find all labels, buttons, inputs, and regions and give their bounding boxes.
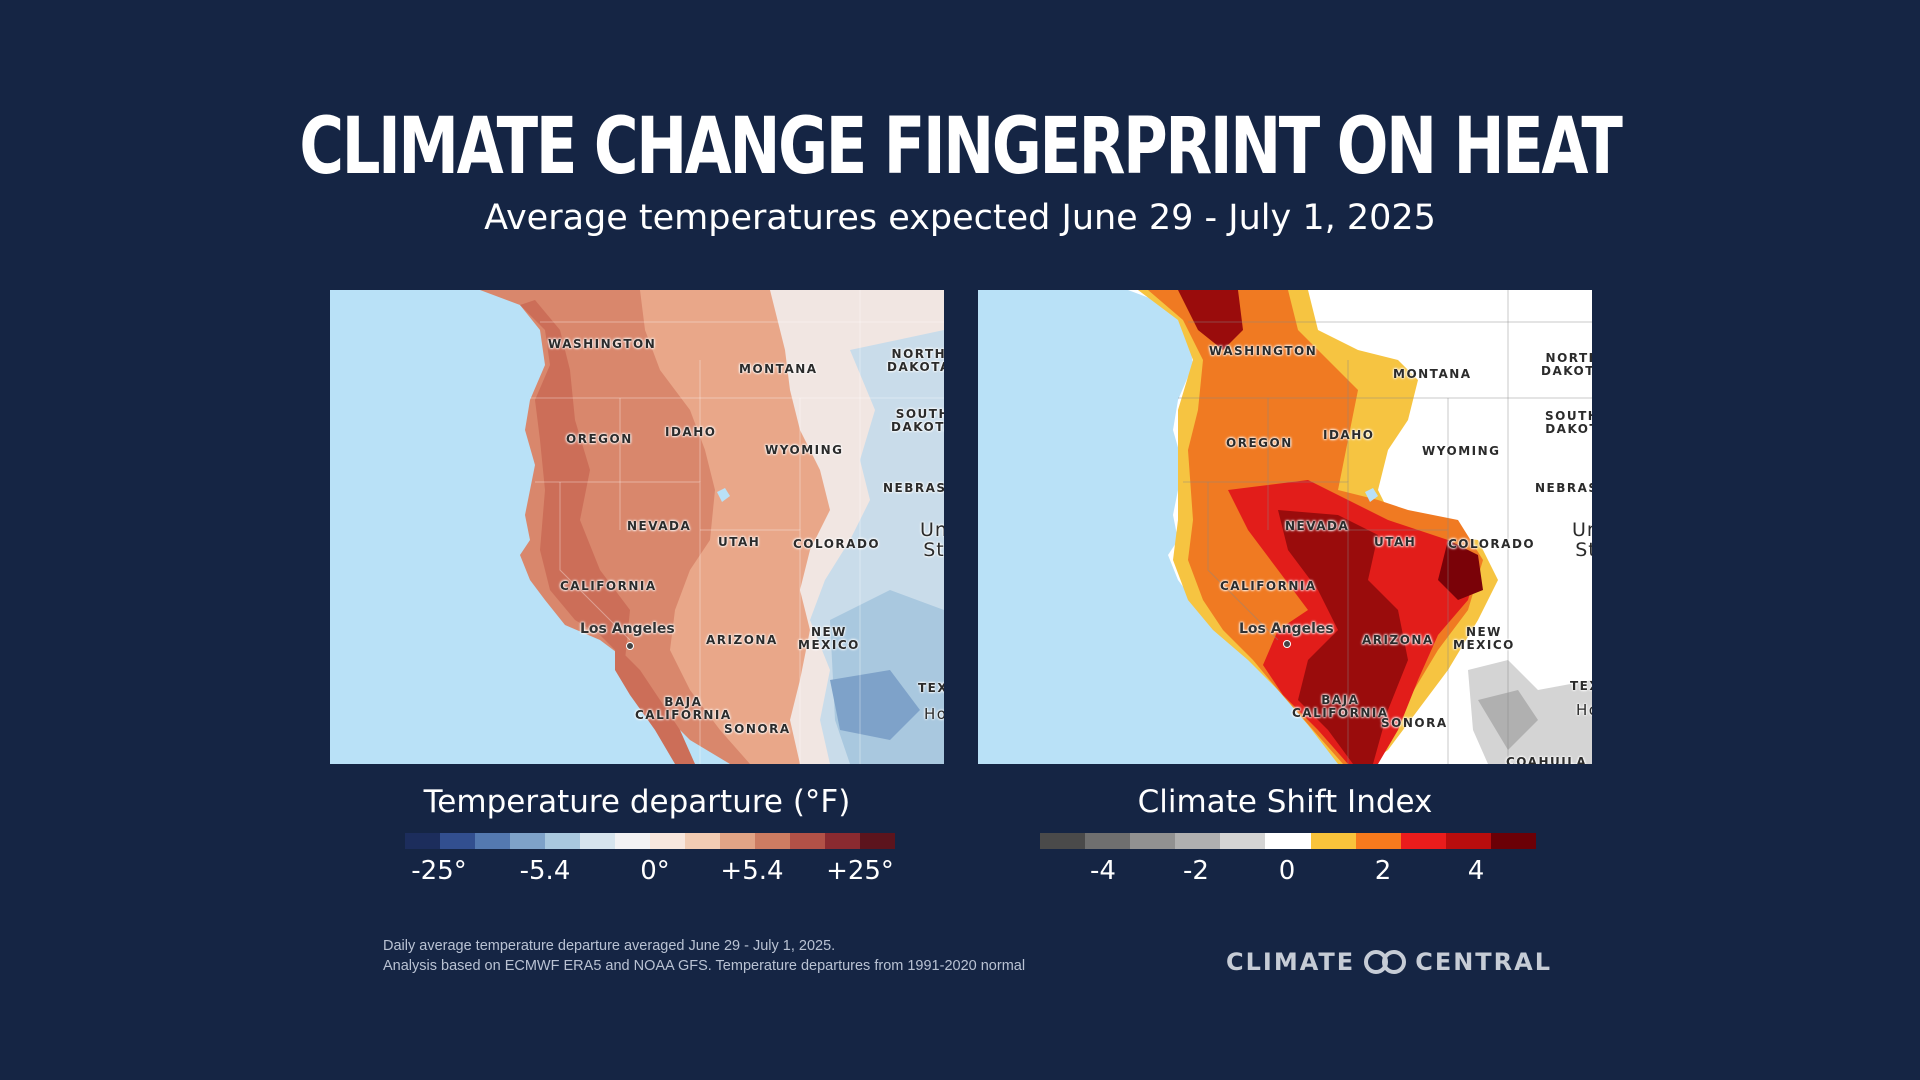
scale-swatch bbox=[510, 833, 545, 849]
label-north-dakota: NORTH DAKOTA bbox=[887, 347, 944, 374]
label-arizona: ARIZONA bbox=[1362, 633, 1434, 647]
label-washington: WASHINGTON bbox=[548, 337, 657, 351]
los-angeles-dot bbox=[626, 642, 634, 650]
scale-swatch bbox=[615, 833, 650, 849]
footnote-line-2: Analysis based on ECMWF ERA5 and NOAA GF… bbox=[383, 958, 1026, 974]
scale-swatch bbox=[650, 833, 685, 849]
label-wyoming: WYOMING bbox=[765, 443, 844, 457]
scale-swatch bbox=[720, 833, 755, 849]
scale-swatch bbox=[440, 833, 475, 849]
temperature-legend-title: Temperature departure (°F) bbox=[423, 784, 851, 820]
los-angeles-dot bbox=[1283, 640, 1291, 648]
scale-swatch bbox=[1085, 833, 1131, 849]
scale-swatch bbox=[825, 833, 860, 849]
label-nevada: NEVADA bbox=[1285, 519, 1350, 533]
scale-swatch bbox=[580, 833, 615, 849]
label-texas: TEX bbox=[1570, 679, 1592, 693]
label-coahuila: COAHUILA bbox=[1506, 755, 1588, 765]
climate-shift-index-map: WASHINGTON MONTANA NORTH DAKOTA SOUTH DA… bbox=[978, 290, 1592, 764]
temperature-tick: +25° bbox=[826, 856, 894, 886]
label-north-dakota: NORTH DAKOTA bbox=[1541, 351, 1592, 378]
scale-swatch bbox=[405, 833, 440, 849]
label-south-dakota: SOUTH DAKOTA bbox=[891, 407, 944, 434]
page-subtitle: Average temperatures expected June 29 - … bbox=[484, 198, 1436, 238]
climate-central-logo: CLIMATE CENTRAL bbox=[1226, 948, 1552, 976]
footnote-line-1: Daily average temperature departure aver… bbox=[383, 938, 836, 954]
scale-swatch bbox=[1265, 833, 1311, 849]
scale-swatch bbox=[685, 833, 720, 849]
label-south-dakota: SOUTH DAKOT bbox=[1545, 409, 1592, 436]
label-utah: UTAH bbox=[718, 535, 761, 549]
logo-rings-icon bbox=[1364, 950, 1407, 974]
scale-swatch bbox=[1175, 833, 1221, 849]
label-wyoming: WYOMING bbox=[1422, 444, 1501, 458]
temperature-tick: 0° bbox=[640, 856, 670, 886]
scale-swatch bbox=[1445, 833, 1491, 849]
label-arizona: ARIZONA bbox=[706, 633, 778, 647]
label-new-mexico: NEW MEXICO bbox=[798, 625, 860, 652]
scale-swatch bbox=[1400, 833, 1446, 849]
temperature-tick: -5.4 bbox=[519, 856, 571, 886]
temperature-map-graphic bbox=[480, 290, 944, 764]
scale-swatch bbox=[1220, 833, 1266, 849]
temperature-color-scale bbox=[405, 833, 895, 849]
scale-swatch bbox=[1040, 833, 1086, 849]
label-montana: MONTANA bbox=[1393, 367, 1472, 381]
label-colorado: COLORADO bbox=[1448, 537, 1536, 551]
scale-swatch bbox=[755, 833, 790, 849]
scale-swatch bbox=[545, 833, 580, 849]
scale-swatch bbox=[1130, 833, 1176, 849]
label-sonora: SONORA bbox=[724, 722, 791, 736]
label-baja-california: BAJA CALIFORNIA bbox=[635, 695, 732, 722]
label-colorado: COLORADO bbox=[793, 537, 881, 551]
temperature-tick: +5.4 bbox=[720, 856, 784, 886]
csi-tick: 0 bbox=[1278, 856, 1296, 886]
label-idaho: IDAHO bbox=[1323, 428, 1375, 442]
csi-tick: 2 bbox=[1374, 856, 1392, 886]
label-texas: TEX bbox=[918, 681, 944, 695]
logo-text-left: CLIMATE bbox=[1226, 948, 1356, 976]
label-oregon: OREGON bbox=[1226, 436, 1293, 450]
scale-swatch bbox=[1310, 833, 1356, 849]
csi-tick: 4 bbox=[1467, 856, 1485, 886]
label-new-mexico: NEW MEXICO bbox=[1453, 625, 1515, 652]
label-nebraska: NEBRAS bbox=[1535, 481, 1592, 495]
label-los-angeles: Los Angeles bbox=[1239, 621, 1334, 637]
label-houston: Ho bbox=[924, 705, 944, 723]
label-sonora: SONORA bbox=[1381, 716, 1448, 730]
scale-swatch bbox=[1490, 833, 1537, 849]
scale-swatch bbox=[860, 833, 895, 849]
label-california: CALIFORNIA bbox=[560, 579, 657, 593]
csi-map-graphic bbox=[1128, 290, 1592, 764]
scale-swatch bbox=[790, 833, 825, 849]
temperature-tick: -25° bbox=[411, 856, 467, 886]
label-united-states: Un St bbox=[1572, 519, 1592, 561]
temperature-departure-map: WASHINGTON MONTANA NORTH DAKOTA SOUTH DA… bbox=[330, 290, 944, 764]
label-washington: WASHINGTON bbox=[1209, 344, 1318, 358]
label-california: CALIFORNIA bbox=[1220, 579, 1317, 593]
scale-swatch bbox=[1355, 833, 1401, 849]
csi-tick: -2 bbox=[1183, 856, 1209, 886]
scale-swatch bbox=[475, 833, 510, 849]
label-nevada: NEVADA bbox=[627, 519, 692, 533]
label-baja-california: BAJA CALIFORNIA bbox=[1292, 693, 1389, 720]
label-los-angeles: Los Angeles bbox=[580, 621, 675, 637]
csi-legend-title: Climate Shift Index bbox=[1137, 784, 1433, 820]
label-montana: MONTANA bbox=[739, 362, 818, 376]
label-nebraska: NEBRAS bbox=[883, 481, 944, 495]
label-oregon: OREGON bbox=[566, 432, 633, 446]
label-utah: UTAH bbox=[1374, 535, 1417, 549]
page-title: CLIMATE CHANGE FINGERPRINT ON HEAT bbox=[299, 102, 1623, 192]
label-idaho: IDAHO bbox=[665, 425, 717, 439]
logo-text-right: CENTRAL bbox=[1415, 948, 1553, 976]
label-houston: Ho bbox=[1576, 701, 1592, 719]
label-united-states: Un St bbox=[920, 519, 944, 561]
csi-tick: -4 bbox=[1090, 856, 1116, 886]
csi-color-scale bbox=[1040, 833, 1537, 849]
